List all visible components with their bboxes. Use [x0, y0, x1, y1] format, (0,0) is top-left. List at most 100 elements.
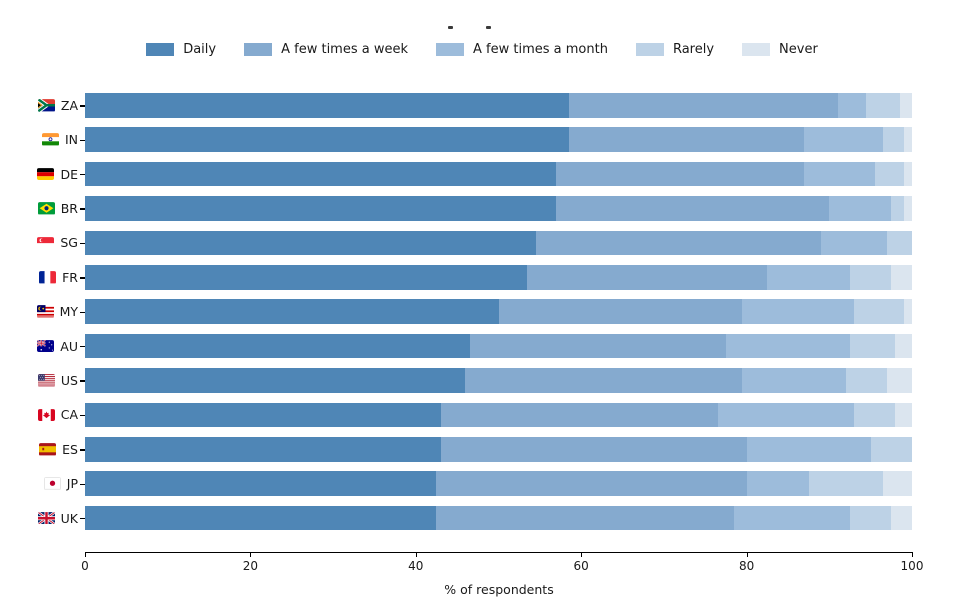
- bar-segment-a-few-times-a-month: [746, 437, 871, 462]
- legend-swatch-icon: [436, 42, 465, 56]
- legend-swatch-icon: [635, 42, 664, 56]
- x-tick-mark: [746, 553, 748, 557]
- bar-row-es: [85, 437, 912, 462]
- bar-segment-never: [895, 402, 912, 428]
- bar-segment-never: [903, 161, 912, 187]
- bar-segment-a-few-times-a-month: [734, 505, 850, 531]
- country-code: ZA: [60, 97, 78, 113]
- bar-segment-rarely: [854, 402, 896, 428]
- bar-segment-never: [903, 127, 912, 152]
- bar-segment-never: [891, 505, 912, 531]
- bar-segment-daily: [85, 471, 437, 496]
- y-tick-mark: [79, 139, 85, 141]
- x-tick-label: 0: [81, 559, 89, 573]
- bar-segment-rarely: [849, 265, 892, 290]
- bar-row-uk: [85, 505, 912, 531]
- legend-item: A few times a week: [244, 41, 409, 57]
- flag-my-icon: [36, 305, 54, 318]
- bar-row-my: [85, 299, 912, 324]
- bar-segment-a-few-times-a-week: [469, 333, 726, 359]
- bar-segment-rarely: [887, 230, 912, 256]
- country-code: MY: [59, 304, 78, 320]
- bar-row-fr: [85, 265, 912, 290]
- bar-segment-a-few-times-a-month: [725, 333, 850, 359]
- country-code: ES: [62, 441, 78, 457]
- y-tick-label-my: MY: [0, 299, 78, 324]
- bar-segment-a-few-times-a-month: [837, 93, 867, 118]
- bar-row-jp: [85, 471, 912, 496]
- clipped-title-artifact: [486, 26, 491, 29]
- x-axis-label: % of respondents: [444, 582, 554, 597]
- bar-segment-daily: [85, 93, 569, 118]
- y-tick-mark: [79, 483, 85, 485]
- bar-row-sg: [85, 230, 912, 256]
- x-tick-label: 80: [738, 559, 755, 573]
- y-tick-label-za: ZA: [0, 93, 78, 118]
- flag-za-icon: [37, 99, 55, 112]
- x-tick-label: 60: [573, 559, 589, 573]
- bar-segment-never: [891, 265, 912, 290]
- bar-segment-rarely: [874, 161, 904, 187]
- legend-swatch-icon: [244, 42, 273, 56]
- country-code: JP: [66, 476, 78, 492]
- legend-swatch-icon: [146, 42, 175, 56]
- x-tick-label: 40: [408, 559, 424, 573]
- bar-segment-daily: [85, 127, 569, 152]
- country-code: CA: [60, 407, 78, 423]
- bar-segment-daily: [85, 402, 441, 428]
- country-code: AU: [60, 338, 78, 354]
- country-code: FR: [62, 269, 78, 285]
- x-axis-line: [85, 552, 913, 553]
- bar-segment-rarely: [891, 196, 904, 221]
- bar-segment-daily: [85, 299, 499, 324]
- x-tick-mark: [250, 553, 252, 557]
- country-code: BR: [60, 200, 78, 216]
- bar-segment-daily: [85, 437, 441, 462]
- legend-label: A few times a week: [281, 41, 409, 57]
- flag-jp-icon: [43, 477, 61, 490]
- legend-swatch-icon: [742, 42, 771, 56]
- y-tick-mark: [79, 242, 85, 245]
- flag-au-icon: [37, 339, 55, 353]
- y-tick-label-us: US: [0, 368, 78, 393]
- bar-segment-never: [903, 299, 912, 324]
- bar-row-ca: [85, 402, 912, 428]
- y-tick-label-jp: JP: [0, 471, 78, 496]
- country-code: SG: [60, 235, 78, 251]
- bar-segment-never: [899, 93, 912, 118]
- bar-segment-rarely: [845, 368, 888, 393]
- bar-row-za: [85, 93, 912, 118]
- bar-segment-never: [887, 368, 912, 393]
- country-code: DE: [60, 166, 78, 182]
- bar-segment-daily: [85, 333, 470, 359]
- y-tick-mark: [79, 414, 85, 417]
- bar-segment-rarely: [870, 437, 912, 462]
- bar-segment-a-few-times-a-week: [527, 265, 768, 290]
- bar-segment-a-few-times-a-month: [746, 471, 809, 496]
- bar-segment-a-few-times-a-month: [767, 265, 850, 290]
- bar-segment-rarely: [883, 127, 904, 152]
- bar-segment-a-few-times-a-month: [804, 127, 884, 152]
- y-tick-mark: [79, 105, 85, 107]
- flag-uk-icon: [37, 511, 55, 525]
- y-tick-label-sg: SG: [0, 231, 78, 256]
- legend-label: Daily: [183, 41, 217, 57]
- x-tick-mark: [912, 553, 913, 557]
- flag-in-icon: [41, 133, 59, 146]
- bar-segment-a-few-times-a-week: [556, 161, 805, 187]
- flag-us-icon: [37, 374, 55, 387]
- y-tick-mark: [79, 277, 85, 279]
- y-tick-mark: [79, 518, 85, 520]
- bar-segment-daily: [85, 196, 557, 221]
- bar-segment-a-few-times-a-week: [440, 402, 718, 428]
- y-tick-label-br: BR: [0, 196, 78, 221]
- flag-de-icon: [37, 167, 55, 181]
- flag-fr-icon: [39, 271, 57, 284]
- bar-segment-daily: [85, 505, 437, 531]
- y-tick-mark: [79, 346, 85, 348]
- y-tick-label-uk: UK: [0, 506, 78, 531]
- y-tick-label-es: ES: [0, 437, 78, 462]
- clipped-title-artifact: [448, 26, 453, 29]
